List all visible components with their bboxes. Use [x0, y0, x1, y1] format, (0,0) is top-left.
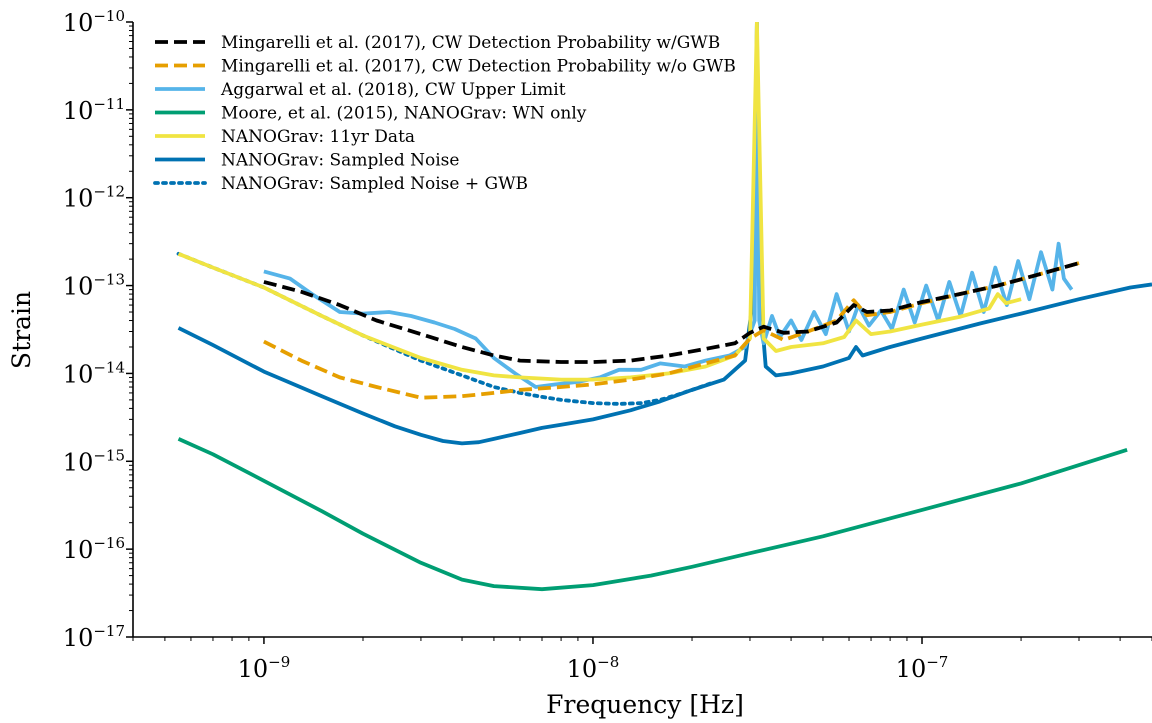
y-tick-label: 10−12	[63, 183, 125, 213]
axes	[132, 22, 1152, 638]
y-tick-label: 10−14	[63, 358, 125, 388]
x-tick-label: 10−7	[896, 653, 949, 683]
legend-label-1: Mingarelli et al. (2017), CW Detection P…	[221, 33, 720, 53]
y-tick-label: 10−13	[63, 271, 125, 301]
legend: Mingarelli et al. (2017), CW Detection P…	[153, 33, 736, 194]
series-line-3	[263, 22, 1074, 389]
legend-label-3: Aggarwal et al. (2018), CW Upper Limit	[220, 80, 566, 100]
y-tick-label: 10−10	[63, 7, 125, 37]
y-tick-label: 10−15	[63, 446, 125, 476]
series-line-5	[177, 22, 1022, 382]
legend-label-5: NANOGrav: 11yr Data	[221, 127, 415, 147]
y-tick-label: 10−16	[63, 534, 125, 564]
legend-label-2: Mingarelli et al. (2017), CW Detection P…	[221, 57, 736, 77]
y-tick-label: 10−17	[63, 622, 125, 652]
axis-ticks: 10−10 10−11 10−12 10−13 10−14 10−15 10−16 10−17…	[63, 7, 1152, 683]
series-line-4	[177, 437, 1128, 592]
y-axis-title: Strain	[7, 291, 36, 369]
legend-label-4: Moore, et al. (2015), NANOGrav: WN only	[221, 104, 587, 124]
series-line-7	[176, 251, 714, 406]
x-tick-label: 10−9	[238, 653, 291, 683]
series-curves	[176, 22, 1152, 592]
x-tick-label: 10−8	[567, 653, 620, 683]
legend-label-7: NANOGrav: Sampled Noise + GWB	[221, 174, 528, 194]
series-line-1	[263, 261, 1080, 364]
legend-label-6: NANOGrav: Sampled Noise	[221, 151, 459, 171]
y-tick-label: 10−11	[63, 95, 125, 125]
series-line-6	[177, 22, 1152, 446]
x-axis-title: Frequency [Hz]	[546, 690, 744, 719]
